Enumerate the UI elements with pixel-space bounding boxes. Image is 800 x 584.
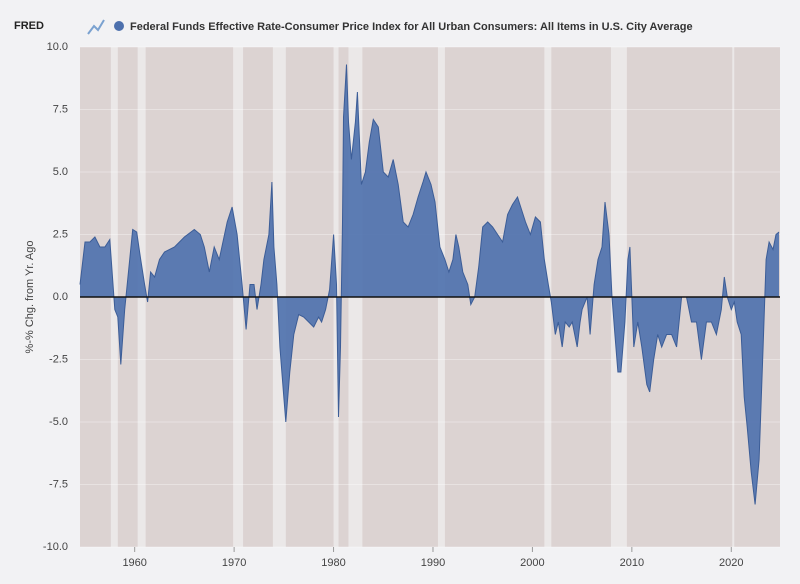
x-tick-label: 1980 [321,557,345,569]
y-axis-label: %-% Chg. from Yr. Ago [24,241,36,354]
y-tick-label: -2.5 [49,353,68,365]
logo: FRED [14,20,44,32]
x-tick-label: 1970 [222,557,246,569]
y-tick-label: -5.0 [49,416,68,428]
y-tick-label: 7.5 [53,103,68,115]
legend-swatch [114,21,124,31]
x-tick-label: 1990 [421,557,445,569]
area [80,64,780,505]
line [79,64,780,505]
y-tick-label: 2.5 [53,228,68,240]
y-tick-label: 5.0 [53,166,68,178]
x-tick-label: 1960 [122,557,146,569]
y-tick-label: -7.5 [49,478,68,490]
x-tick-label: 2010 [620,557,644,569]
y-tick-label: -10.0 [43,541,68,553]
logo-icon [87,19,105,35]
y-tick-label: 0.0 [53,291,68,303]
y-tick-label: 10.0 [47,41,68,53]
x-tick-label: 2000 [520,557,544,569]
legend-label: Federal Funds Effective Rate-Consumer Pr… [130,21,693,33]
x-tick-label: 2020 [719,557,743,569]
